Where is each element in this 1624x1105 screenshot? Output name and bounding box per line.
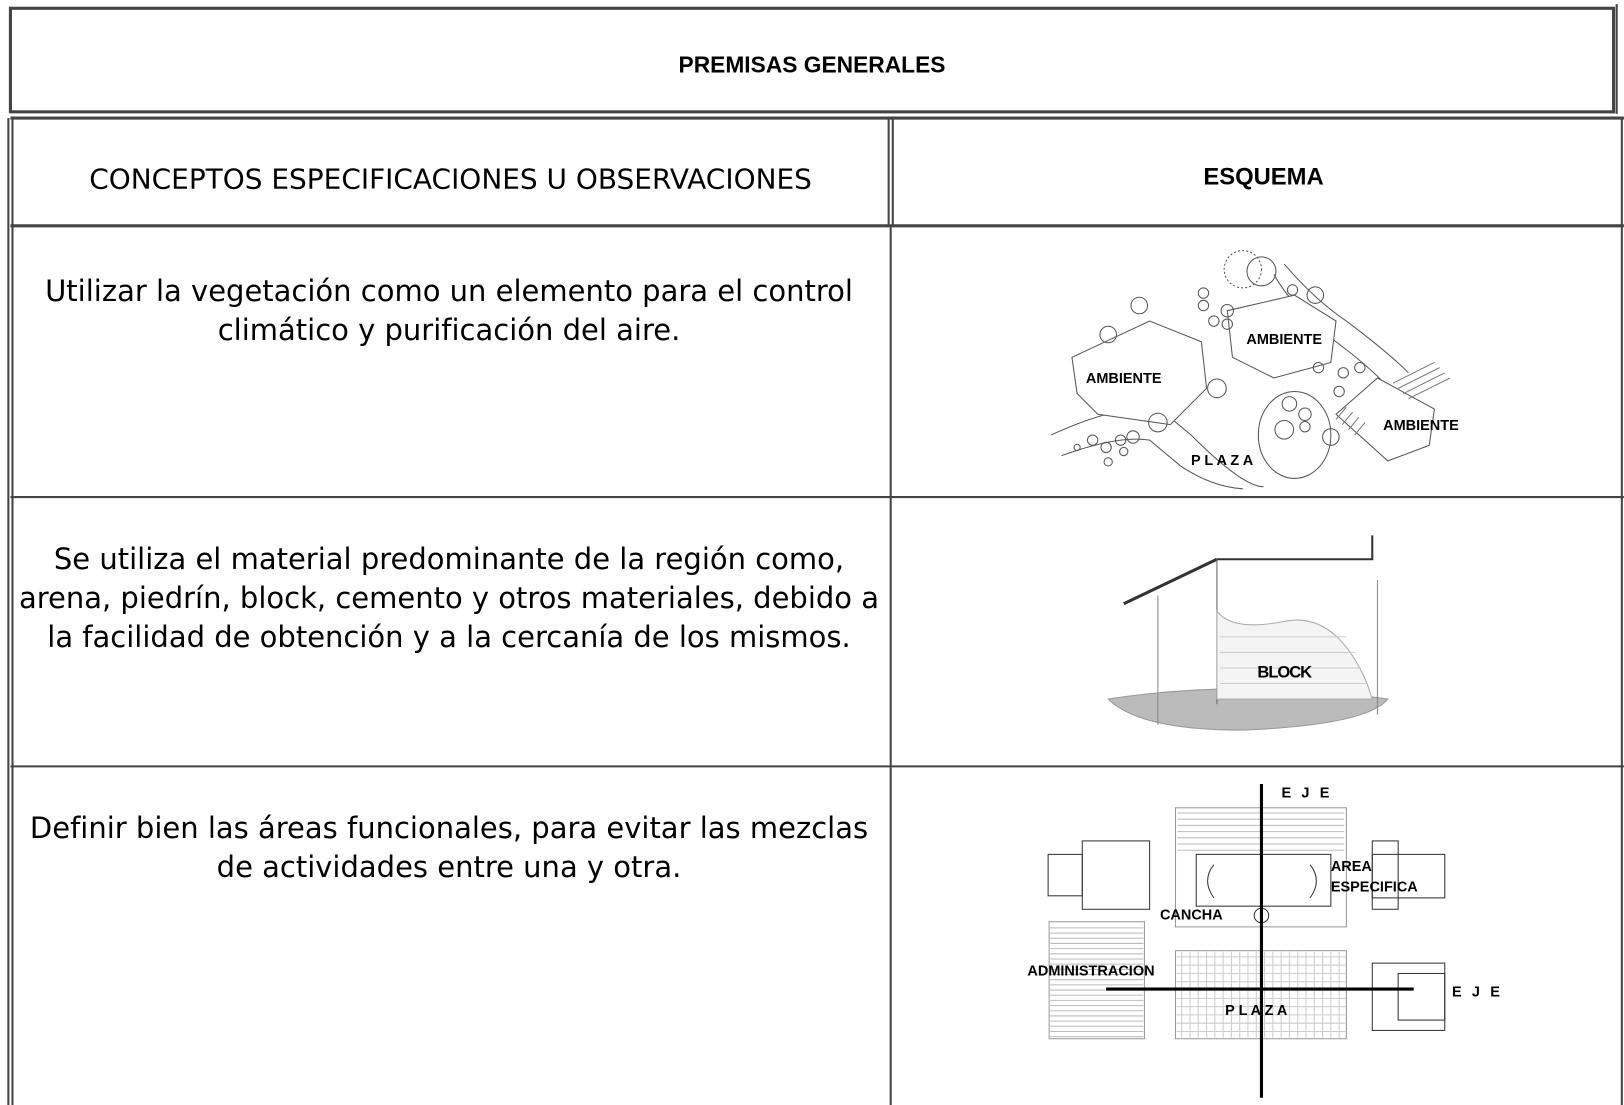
title: PREMISAS GENERALES — [679, 51, 946, 77]
column-header: ESQUEMA — [1203, 163, 1323, 190]
block-diagram — [1107, 535, 1389, 731]
row-text: Se utiliza el material predominante de l… — [18, 542, 880, 654]
column-header: CONCEPTOS ESPECIFICACIONES U OBSERVACION… — [89, 162, 812, 195]
diagram-label: AMBIENTE — [1246, 332, 1322, 348]
row-text: Utilizar la vegetación como un elemento … — [45, 274, 853, 347]
diagram-label: ADMINISTRACION — [1027, 964, 1154, 980]
diagram-label: E J E — [1282, 785, 1333, 801]
diagram-label: AMBIENTE — [1383, 418, 1459, 434]
diagram-label: P L A Z A — [1225, 1003, 1288, 1019]
vegetation-diagram — [1051, 250, 1451, 490]
diagram-label: E J E — [1452, 984, 1503, 1000]
diagram-label: ESPECIFICA — [1331, 880, 1418, 896]
diagram-label: BLOCK — [1257, 662, 1312, 681]
zoning-diagram — [1047, 783, 1446, 1098]
diagram-label: CANCHA — [1160, 908, 1223, 924]
diagram-label: AMBIENTE — [1086, 371, 1162, 387]
row-text: Definir bien las áreas funcionales, para… — [29, 811, 869, 884]
diagram-label: AREA — [1331, 859, 1373, 875]
diagram-label: P L A Z A — [1191, 453, 1254, 469]
